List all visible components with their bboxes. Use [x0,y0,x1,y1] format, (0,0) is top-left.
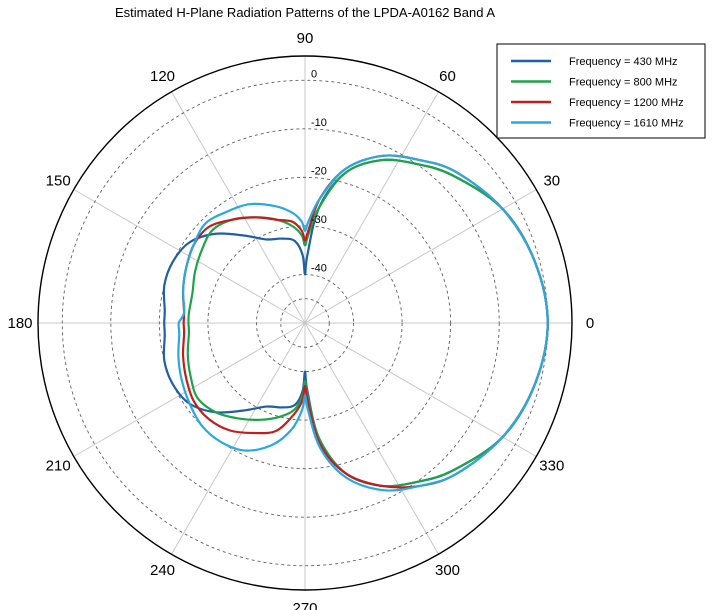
radial-tick-label: -30 [311,214,327,226]
legend-label: Frequency = 1200 MHz [569,97,684,109]
angle-tick-label: 330 [539,458,564,475]
legend-label: Frequency = 800 MHz [569,77,678,89]
angle-tick-label: 60 [439,68,456,85]
legend-label: Frequency = 1610 MHz [569,118,684,130]
spoke-60 [304,91,439,324]
legend-label: Frequency = 430 MHz [569,56,678,68]
radial-tick-label: -40 [311,262,327,274]
angle-tick-label: 150 [46,173,71,190]
spoke-330 [304,322,537,457]
series-line-1 [186,158,549,488]
radial-tick-label: -20 [311,165,327,177]
spoke-240 [171,322,306,555]
ring-inner [280,298,330,348]
legend-box [496,43,706,139]
series-line-2 [181,154,549,489]
legend: Frequency = 430 MHz Frequency = 800 MHz Fr… [496,43,706,139]
angle-tick-label: 120 [150,68,175,85]
angle-tick-label: 30 [543,173,560,190]
angle-tick-label: 210 [46,458,71,475]
angle-tick-label: 300 [435,562,460,579]
chart-title: Estimated H-Plane Radiation Patterns of … [115,5,495,20]
ring-3 [207,225,403,421]
angle-tick-label: 240 [150,562,175,579]
angle-tick-label: 90 [297,30,314,47]
radial-tick-label: -10 [311,117,327,129]
spoke-300 [304,322,439,555]
spoke-30 [304,189,537,324]
axis-labels: 0 -10 -20 -30 -40 0 30 60 90 120 150 180 210 240 270 30… [7,30,594,610]
ring-2 [158,176,452,470]
series-layer [162,154,549,492]
radial-tick-label: 0 [311,68,317,80]
ring-1 [110,128,500,518]
series-line-3 [177,154,549,492]
angle-tick-label: 180 [7,315,32,332]
angle-tick-label: 270 [292,600,317,610]
outer-ring [37,55,573,591]
angle-tick-label: 0 [586,315,594,332]
polar-grid [37,55,573,591]
